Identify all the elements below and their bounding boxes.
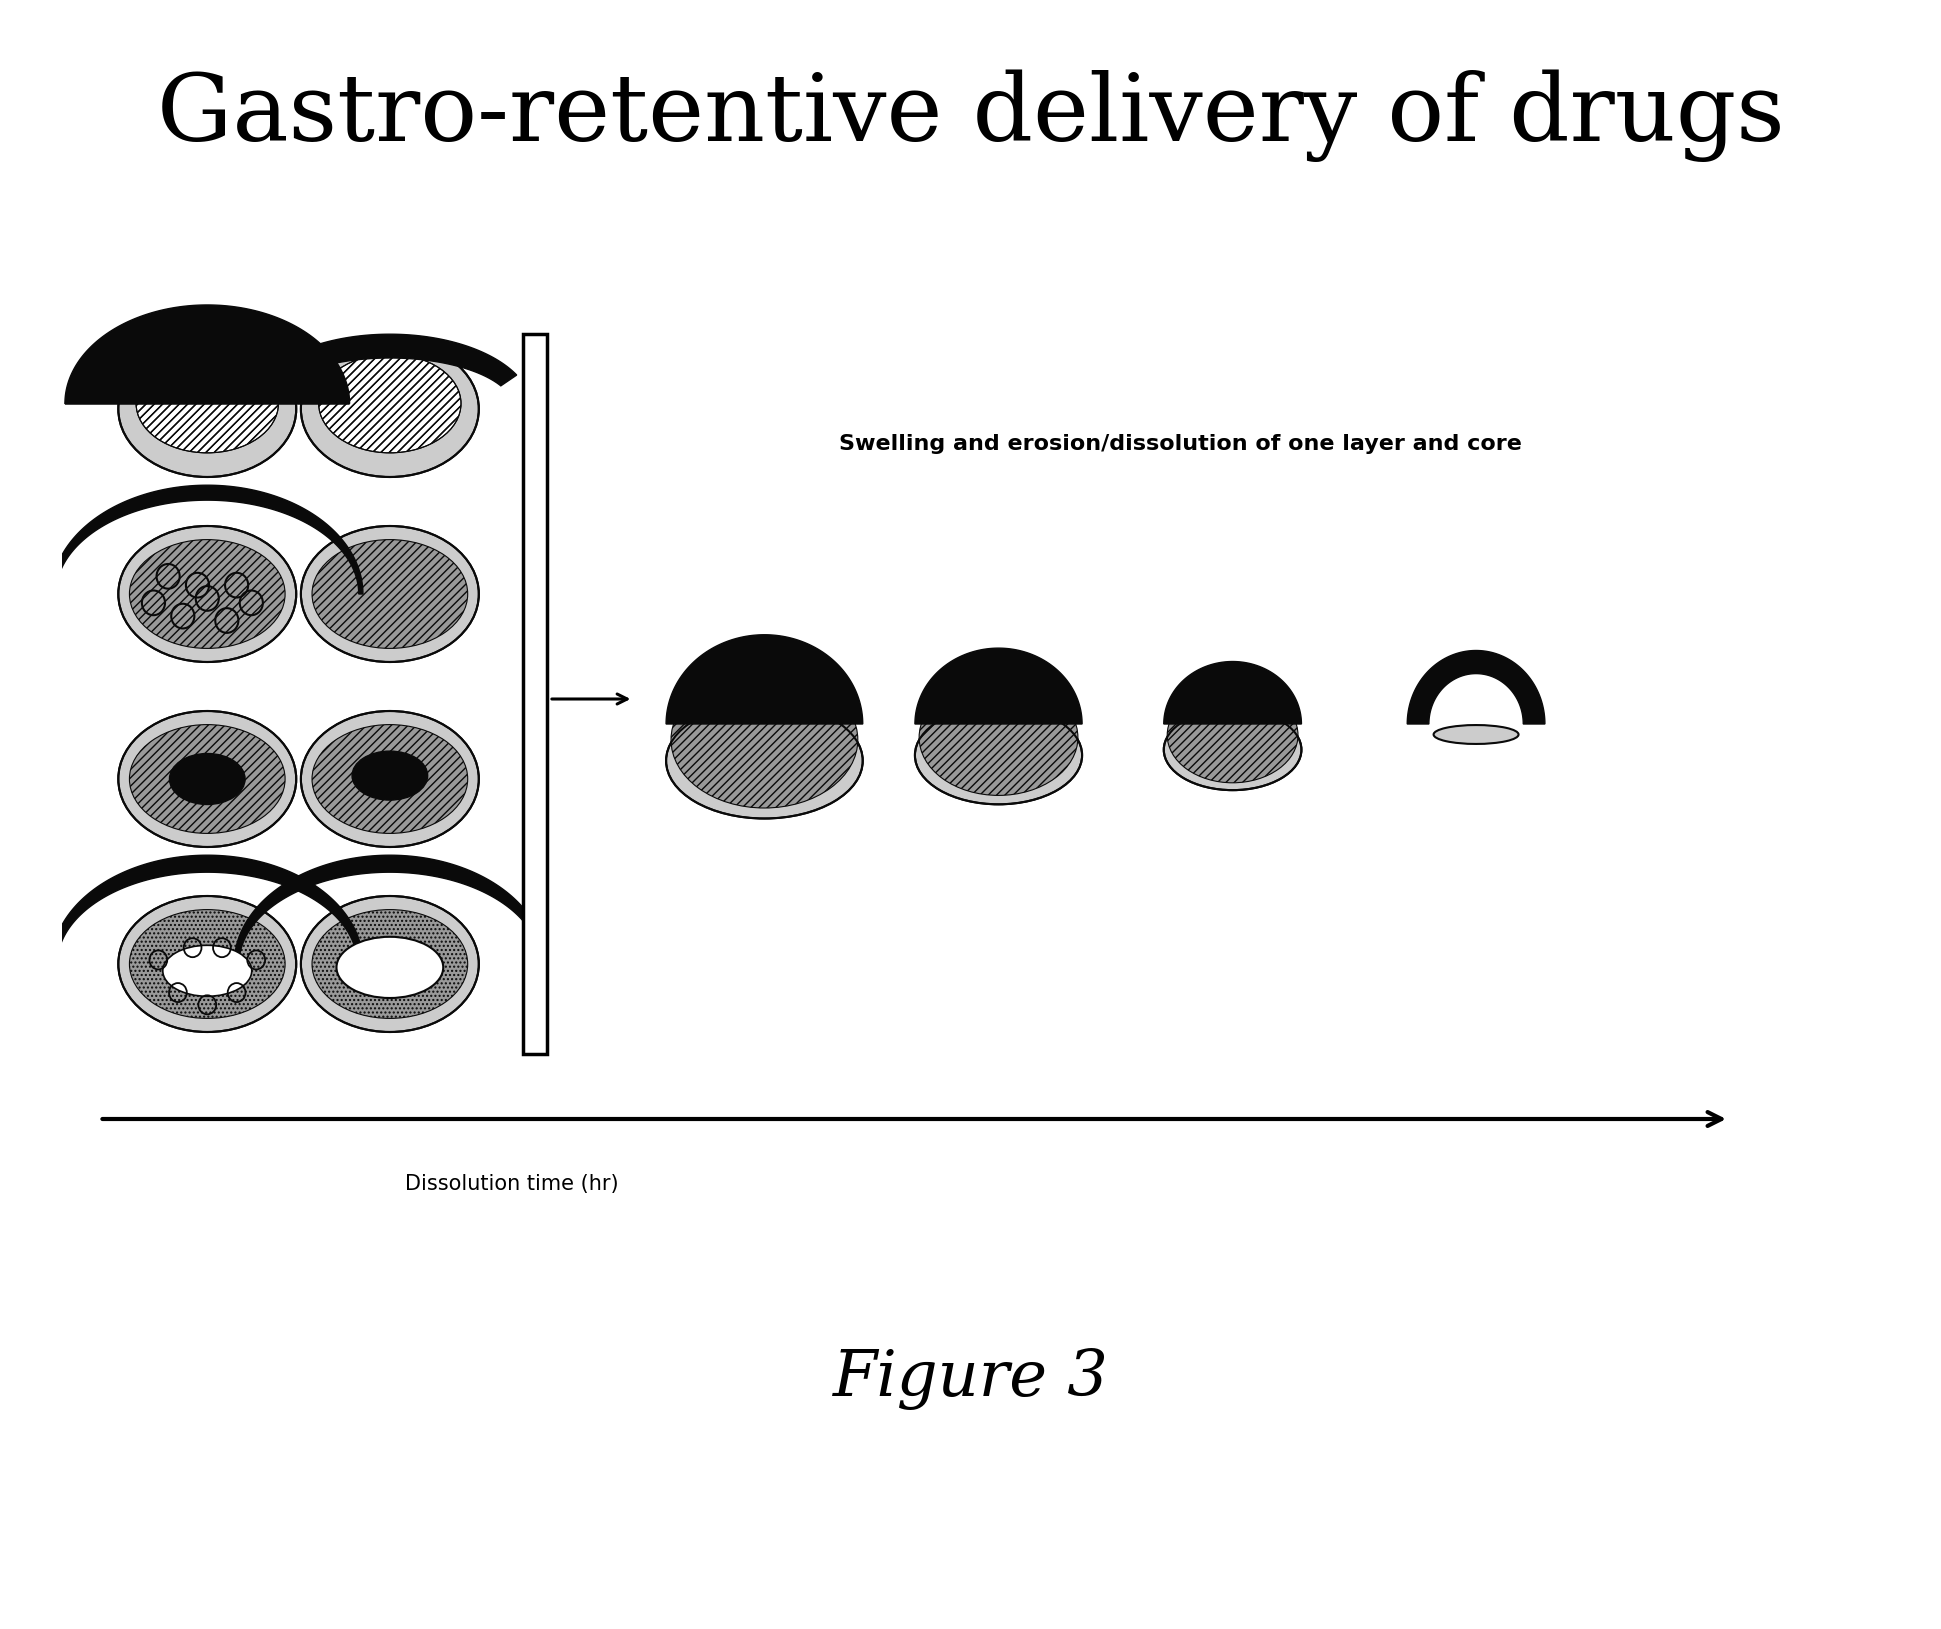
Ellipse shape <box>914 705 1081 805</box>
Polygon shape <box>264 334 516 386</box>
Polygon shape <box>64 305 349 404</box>
Ellipse shape <box>301 710 479 847</box>
Ellipse shape <box>301 340 479 477</box>
Ellipse shape <box>169 754 245 805</box>
Ellipse shape <box>130 725 285 834</box>
Polygon shape <box>52 485 363 595</box>
Ellipse shape <box>301 526 479 661</box>
Polygon shape <box>666 635 862 723</box>
Ellipse shape <box>136 353 278 453</box>
Ellipse shape <box>1167 687 1299 784</box>
Polygon shape <box>235 855 545 964</box>
Ellipse shape <box>118 896 297 1033</box>
Polygon shape <box>914 648 1081 723</box>
Ellipse shape <box>920 679 1077 795</box>
Ellipse shape <box>313 725 468 834</box>
Ellipse shape <box>118 710 297 847</box>
Ellipse shape <box>118 340 297 477</box>
Text: Swelling and erosion/dissolution of one layer and core: Swelling and erosion/dissolution of one … <box>839 433 1522 454</box>
Ellipse shape <box>163 945 252 997</box>
Bar <box>522 334 547 1054</box>
Ellipse shape <box>672 671 858 808</box>
Ellipse shape <box>313 909 468 1018</box>
Text: Dissolution time (hr): Dissolution time (hr) <box>406 1175 619 1194</box>
Ellipse shape <box>318 353 462 453</box>
Text: Figure 3: Figure 3 <box>833 1349 1108 1411</box>
Polygon shape <box>52 855 363 964</box>
Ellipse shape <box>1434 725 1518 744</box>
Text: Gastro-retentive delivery of drugs: Gastro-retentive delivery of drugs <box>157 68 1784 161</box>
Ellipse shape <box>336 937 443 999</box>
Polygon shape <box>1407 650 1545 723</box>
Ellipse shape <box>118 526 297 661</box>
Ellipse shape <box>666 704 862 818</box>
Ellipse shape <box>130 909 285 1018</box>
Ellipse shape <box>351 751 427 800</box>
Ellipse shape <box>1165 709 1300 790</box>
Ellipse shape <box>130 539 285 648</box>
Polygon shape <box>1165 661 1300 723</box>
Ellipse shape <box>301 896 479 1033</box>
Ellipse shape <box>313 539 468 648</box>
